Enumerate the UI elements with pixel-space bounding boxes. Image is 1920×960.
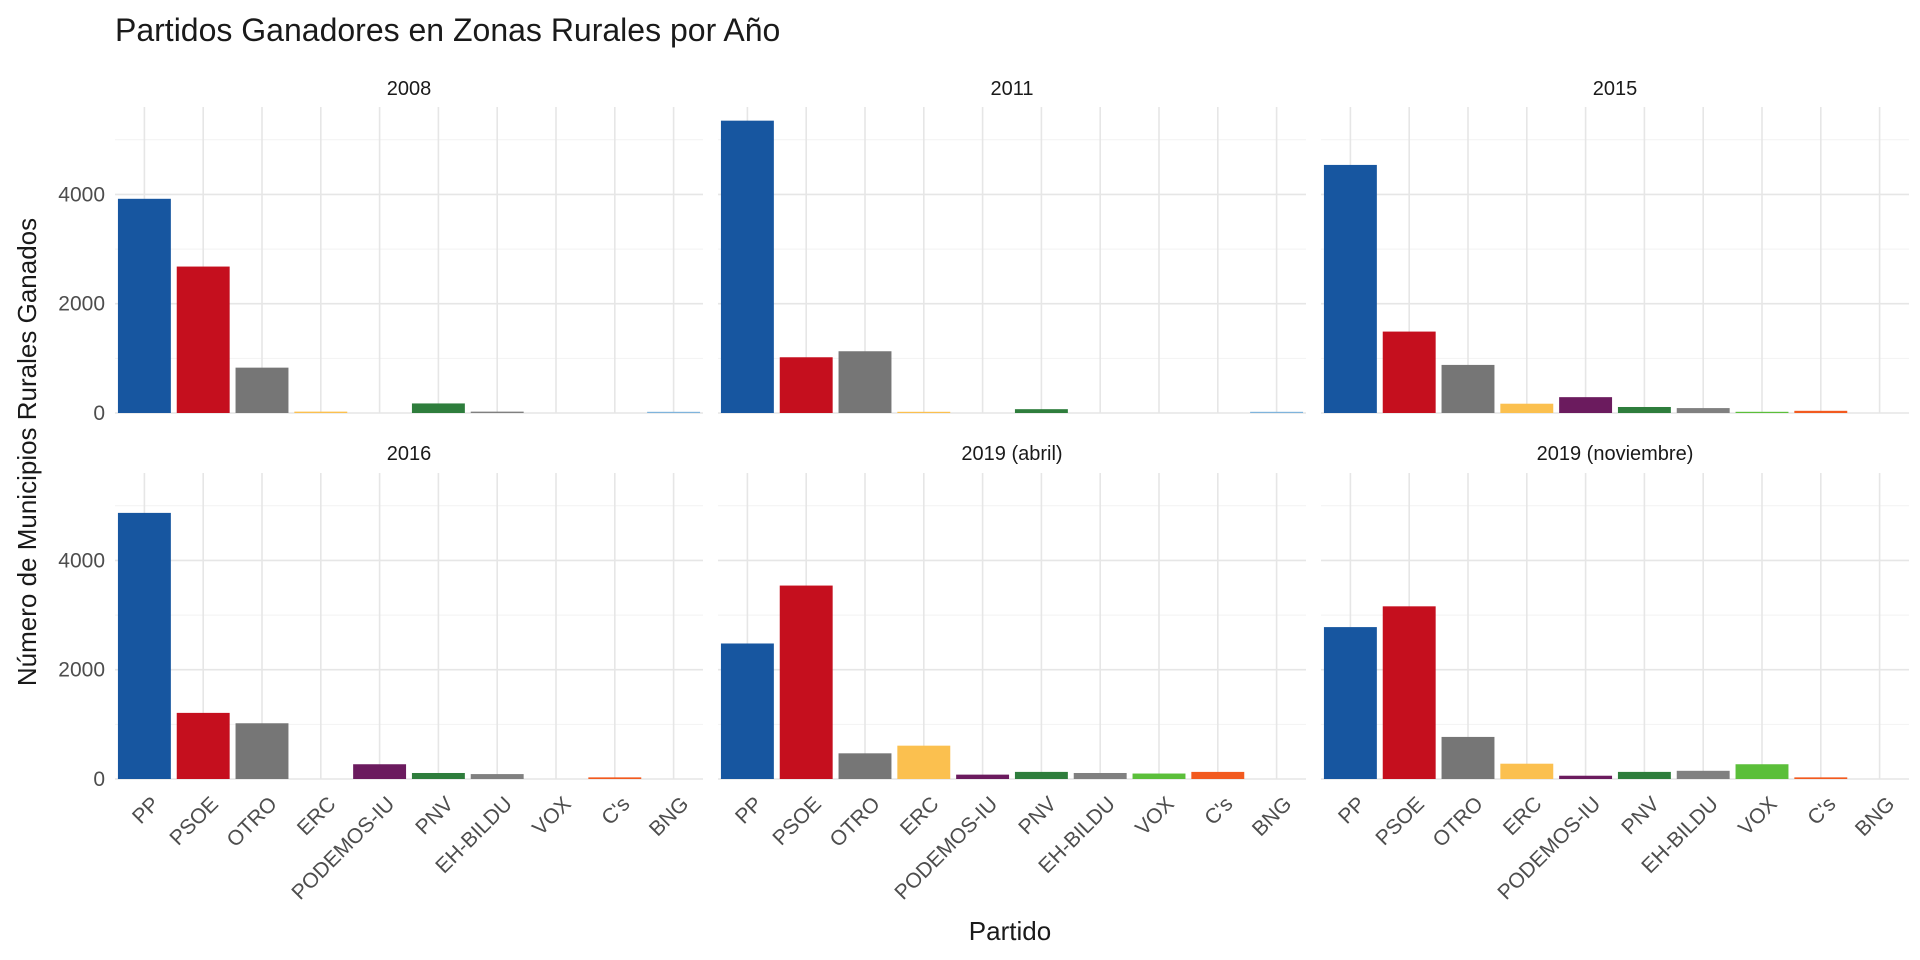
bar-c-s bbox=[1794, 410, 1848, 413]
x-tick-label: PNV bbox=[1617, 792, 1664, 839]
x-tick-label: PP bbox=[128, 792, 164, 828]
bar-c-s bbox=[588, 777, 642, 779]
bar-podemos-iu bbox=[1559, 397, 1613, 413]
bar-otro bbox=[1441, 364, 1495, 413]
x-tick-label: OTRO bbox=[1429, 792, 1488, 851]
bar-eh-bildu bbox=[1676, 770, 1730, 779]
x-tick-label: PP bbox=[1334, 792, 1370, 828]
bar-vox bbox=[1132, 773, 1186, 779]
bar-podemos-iu bbox=[1559, 775, 1613, 779]
x-tick-label: OTRO bbox=[223, 792, 282, 851]
bar-vox bbox=[1735, 411, 1789, 413]
x-tick-label: VOX bbox=[1131, 792, 1179, 840]
y-tick-label: 4000 bbox=[58, 549, 105, 572]
bar-pnv bbox=[1014, 409, 1068, 413]
bar-otro bbox=[838, 753, 892, 779]
bar-vox bbox=[1735, 764, 1789, 779]
facet-panel-2008: 2008 0 2000 4000 bbox=[58, 78, 703, 425]
bar-erc bbox=[294, 411, 348, 413]
bar-eh-bildu bbox=[1073, 772, 1127, 779]
x-tick-label: VOX bbox=[528, 792, 576, 840]
x-tick-label: ERC bbox=[896, 792, 944, 840]
bar-pp bbox=[1323, 164, 1377, 413]
y-tick-label: 0 bbox=[93, 402, 105, 425]
bar-podemos-iu bbox=[353, 764, 407, 779]
x-tick-label: C's bbox=[1803, 792, 1840, 829]
x-tick-label: PNV bbox=[411, 792, 458, 839]
x-tick-label: BNG bbox=[1248, 792, 1296, 840]
bar-psoe bbox=[1382, 606, 1436, 779]
bar-c-s bbox=[1191, 771, 1245, 779]
x-tick-label: C's bbox=[1200, 792, 1237, 829]
bar-psoe bbox=[779, 357, 833, 413]
facet-panel-2015: 2015 bbox=[1321, 78, 1909, 414]
x-tick-label: C's bbox=[597, 792, 634, 829]
x-tick-label: ERC bbox=[293, 792, 341, 840]
x-axis-title: Partido bbox=[969, 916, 1051, 946]
bar-pp bbox=[117, 198, 171, 413]
x-tick-label: PSOE bbox=[165, 792, 223, 850]
facet-title: 2019 (abril) bbox=[961, 443, 1062, 465]
bar-pnv bbox=[1617, 406, 1671, 413]
x-tick-label: PSOE bbox=[768, 792, 826, 850]
facet-title: 2016 bbox=[387, 443, 432, 465]
bar-psoe bbox=[779, 585, 833, 779]
bar-psoe bbox=[176, 266, 230, 413]
bar-pp bbox=[720, 120, 774, 414]
bar-eh-bildu bbox=[470, 774, 524, 779]
x-tick-label: BNG bbox=[645, 792, 693, 840]
x-tick-label: BNG bbox=[1851, 792, 1899, 840]
bar-eh-bildu bbox=[470, 411, 524, 413]
bar-pnv bbox=[1014, 771, 1068, 779]
x-tick-label: ERC bbox=[1499, 792, 1547, 840]
x-tick-label: PODEMOS-IU bbox=[1493, 792, 1605, 904]
y-tick-label: 2000 bbox=[58, 293, 105, 316]
bar-pnv bbox=[1617, 771, 1671, 779]
bar-pp bbox=[720, 643, 774, 779]
y-tick-label: 0 bbox=[93, 768, 105, 791]
bar-c-s bbox=[1794, 777, 1848, 779]
x-tick-label: PODEMOS-IU bbox=[287, 792, 399, 904]
bar-pnv bbox=[411, 403, 465, 413]
bar-erc bbox=[897, 411, 951, 413]
bar-pp bbox=[117, 512, 171, 779]
bar-eh-bildu bbox=[1676, 408, 1730, 413]
facet-panel-2011: 2011 bbox=[718, 78, 1306, 414]
x-tick-label: VOX bbox=[1734, 792, 1782, 840]
bar-pnv bbox=[411, 772, 465, 779]
bar-otro bbox=[235, 367, 289, 413]
x-tick-label: PNV bbox=[1014, 792, 1061, 839]
bar-otro bbox=[1441, 736, 1495, 779]
bar-otro bbox=[235, 723, 289, 779]
x-tick-label: PODEMOS-IU bbox=[890, 792, 1002, 904]
bar-pp bbox=[1323, 627, 1377, 779]
facet-title: 2008 bbox=[387, 78, 432, 100]
bar-erc bbox=[1500, 763, 1554, 779]
facet-title: 2019 (noviembre) bbox=[1537, 443, 1694, 465]
bar-erc bbox=[897, 745, 951, 779]
x-tick-label: OTRO bbox=[826, 792, 885, 851]
facet-title: 2011 bbox=[990, 78, 1033, 100]
bar-otro bbox=[838, 351, 892, 413]
bar-bng bbox=[647, 411, 701, 413]
bar-psoe bbox=[1382, 331, 1436, 413]
bar-psoe bbox=[176, 712, 230, 779]
y-axis-title: Número de Municipios Rurales Ganados bbox=[12, 218, 42, 686]
bar-bng bbox=[1250, 411, 1304, 413]
chart-title: Partidos Ganadores en Zonas Rurales por … bbox=[115, 12, 780, 48]
y-tick-label: 2000 bbox=[58, 659, 105, 682]
x-tick-label: PSOE bbox=[1371, 792, 1429, 850]
bar-podemos-iu bbox=[956, 774, 1010, 779]
x-tick-label: PP bbox=[731, 792, 767, 828]
facet-title: 2015 bbox=[1593, 78, 1638, 100]
y-tick-label: 4000 bbox=[58, 183, 105, 206]
bar-erc bbox=[1500, 403, 1554, 413]
